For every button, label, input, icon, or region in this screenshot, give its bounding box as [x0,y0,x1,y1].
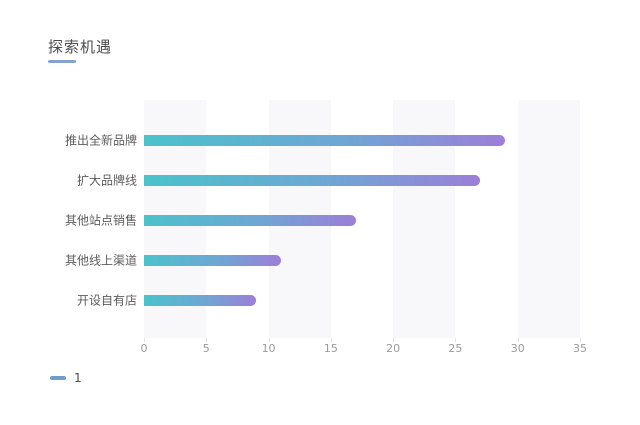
plot-area: 0 5 10 15 20 25 30 35 [141,100,587,355]
x-axis-tick-label: 30 [510,342,525,355]
bar-其他站点销售[interactable] [144,214,356,226]
category-label: 开设自有店 [76,293,137,308]
title-underline-decoration [48,60,76,63]
legend: 1 [50,371,82,385]
x-axis-tick-label: 15 [323,342,338,355]
bar-推出全新品牌[interactable] [144,134,506,146]
x-axis-tick [455,338,457,342]
grid-band [517,100,580,338]
category-label: 推出全新品牌 [64,133,137,148]
x-axis-tick-label: 5 [202,342,210,355]
category-label: 扩大品牌线 [76,173,137,188]
x-axis-tick [330,338,332,342]
category-label: 其他站点销售 [64,213,137,228]
chart-title: 探索机遇 [48,38,113,56]
bar-其他线上渠道[interactable] [144,254,282,266]
bar-扩大品牌线[interactable] [144,174,481,186]
x-axis-tick [517,338,519,342]
x-axis-tick [580,338,581,342]
x-axis-tick [268,338,270,342]
bar-开设自有店[interactable] [144,294,257,306]
x-axis-tick-label: 20 [386,342,401,355]
x-axis-tick-label: 10 [261,342,276,355]
legend-marker-icon [50,376,66,380]
legend-item-label[interactable]: 1 [74,371,82,385]
x-axis-tick [393,338,395,342]
x-axis-tick-label: 35 [573,342,587,355]
x-axis-tick-label: 0 [140,342,148,355]
category-label: 其他线上渠道 [64,253,137,268]
x-axis-tick [206,338,208,342]
x-axis-tick [144,338,145,342]
x-axis-tick-label: 25 [448,342,463,355]
